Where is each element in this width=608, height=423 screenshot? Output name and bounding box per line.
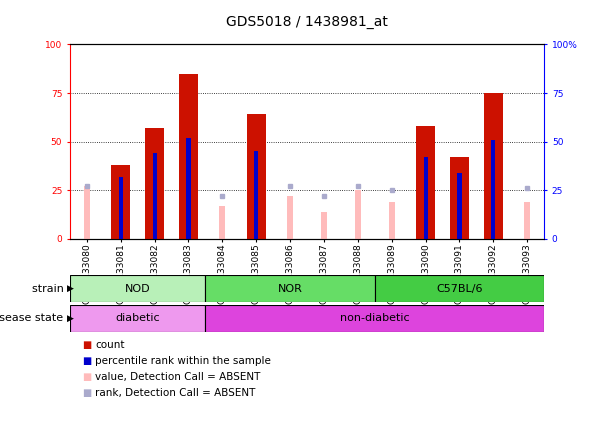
Text: percentile rank within the sample: percentile rank within the sample — [95, 356, 271, 366]
Bar — [254, 151, 258, 239]
Text: ▶: ▶ — [67, 284, 74, 293]
Text: non-diabetic: non-diabetic — [340, 313, 410, 323]
Text: value, Detection Call = ABSENT: value, Detection Call = ABSENT — [95, 372, 261, 382]
Bar — [206, 275, 375, 302]
Text: GDS5018 / 1438981_at: GDS5018 / 1438981_at — [226, 15, 388, 29]
Bar — [287, 196, 293, 239]
Bar — [187, 138, 190, 239]
Bar — [179, 74, 198, 239]
Text: ▶: ▶ — [67, 314, 74, 323]
Bar — [484, 93, 503, 239]
Text: NOR: NOR — [278, 284, 303, 294]
Bar — [84, 187, 90, 239]
Bar — [206, 305, 544, 332]
Bar — [247, 115, 266, 239]
Bar — [70, 305, 206, 332]
Text: ■: ■ — [82, 372, 91, 382]
Bar — [375, 275, 544, 302]
Bar — [424, 157, 427, 239]
Bar — [111, 165, 130, 239]
Bar — [219, 206, 226, 239]
Text: ■: ■ — [82, 340, 91, 350]
Text: ■: ■ — [82, 388, 91, 398]
Text: C57BL/6: C57BL/6 — [436, 284, 483, 294]
Bar — [491, 140, 496, 239]
Text: NOD: NOD — [125, 284, 151, 294]
Bar — [355, 190, 361, 239]
Text: strain: strain — [32, 284, 67, 294]
Bar — [524, 202, 530, 239]
Text: rank, Detection Call = ABSENT: rank, Detection Call = ABSENT — [95, 388, 256, 398]
Bar — [119, 177, 123, 239]
Bar — [389, 202, 395, 239]
Text: diabetic: diabetic — [116, 313, 160, 323]
Bar — [153, 154, 157, 239]
Bar — [416, 126, 435, 239]
Bar — [457, 173, 461, 239]
Text: disease state: disease state — [0, 313, 67, 323]
Bar — [145, 128, 164, 239]
Text: ■: ■ — [82, 356, 91, 366]
Bar — [70, 275, 206, 302]
Bar — [450, 157, 469, 239]
Text: count: count — [95, 340, 125, 350]
Bar — [321, 212, 327, 239]
